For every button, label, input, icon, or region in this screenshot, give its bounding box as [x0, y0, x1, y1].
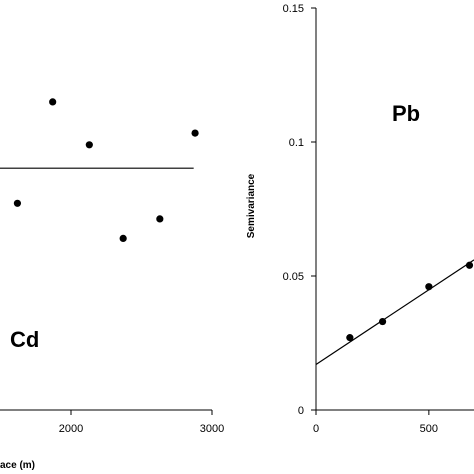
pb-panel-label: Pb [392, 101, 420, 126]
pb-fit-line [315, 259, 474, 365]
cd-data-point [119, 234, 127, 242]
pb-data-point [378, 317, 387, 326]
cd-data-point [191, 129, 199, 137]
pb-data-point [465, 261, 474, 269]
cd-data-point [85, 141, 93, 149]
pb-x-tick-label: 0 [313, 423, 319, 435]
cd-panel: 2000 3000 ace (m) Cd [0, 98, 224, 471]
cd-data-point [156, 215, 164, 223]
pb-data-point [425, 283, 433, 291]
cd-x-tick-label: 3000 [200, 423, 224, 435]
cd-x-tick-label: 2000 [59, 423, 83, 435]
pb-panel: 0 0.05 0.1 0.15 0 500 Semivariance Pb [246, 3, 474, 435]
pb-y-axis-label: Semivariance [246, 173, 257, 238]
pb-data-point [346, 334, 354, 342]
pb-y-tick-label: 0 [298, 405, 304, 417]
cd-x-axis-label: ace (m) [0, 460, 35, 471]
pb-y-tick-label: 0.1 [289, 137, 304, 149]
cd-data-point [13, 199, 22, 207]
cd-data-point [49, 98, 57, 106]
pb-y-tick-label: 0.05 [283, 271, 304, 283]
cd-panel-label: Cd [10, 327, 39, 352]
pb-y-tick-label: 0.15 [283, 3, 304, 15]
pb-x-tick-label: 500 [420, 423, 438, 435]
